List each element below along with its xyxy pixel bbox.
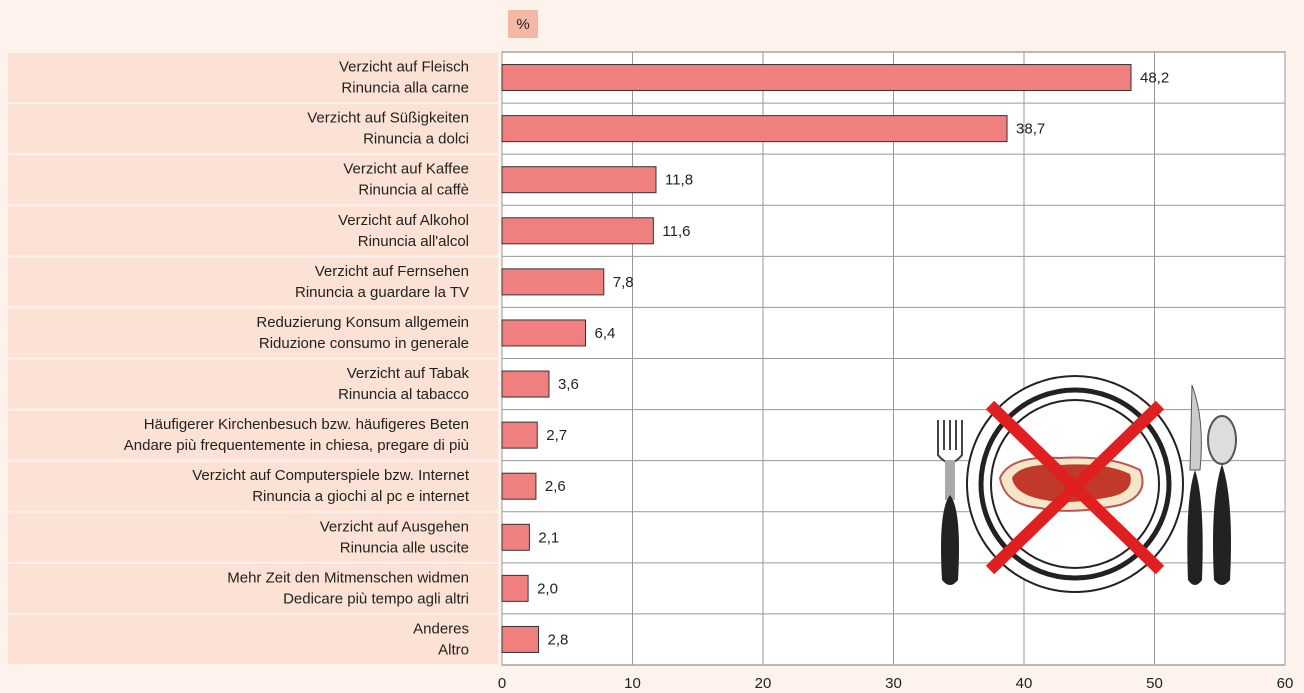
y-tick-label: Reduzierung Konsum allgemein — [256, 314, 469, 331]
y-tick-label: Verzicht auf Ausgehen — [320, 518, 469, 535]
y-tick-label: Verzicht auf Süßigkeiten — [307, 110, 469, 127]
y-tick-label: Rinuncia a guardare la TV — [295, 284, 469, 301]
value-label: 2,8 — [548, 631, 569, 648]
row-band — [8, 461, 498, 511]
y-tick-label: Mehr Zeit den Mitmenschen widmen — [227, 569, 469, 586]
value-label: 2,7 — [546, 427, 567, 444]
row-band — [8, 104, 498, 154]
bar — [501, 421, 538, 449]
x-tick-label: 20 — [755, 675, 772, 692]
bar — [501, 115, 1008, 143]
y-tick-label: Rinuncia a dolci — [363, 131, 469, 148]
x-tick-label: 0 — [498, 675, 506, 692]
y-tick-label: Anderes — [413, 620, 469, 637]
y-tick-label: Rinuncia all'alcol — [358, 233, 469, 250]
unit-box — [508, 10, 538, 38]
row-band — [8, 563, 498, 613]
row-band — [8, 257, 498, 307]
value-label: 7,8 — [613, 274, 634, 291]
y-tick-label: Rinuncia al tabacco — [338, 386, 469, 403]
row-band — [8, 614, 498, 664]
row-band — [8, 512, 498, 562]
y-tick-label: Rinuncia alla carne — [341, 80, 469, 97]
y-tick-label: Altro — [438, 641, 469, 658]
x-tick-label: 40 — [1016, 675, 1033, 692]
bar — [501, 574, 529, 602]
unit-label: % — [516, 16, 529, 33]
value-label: 2,0 — [537, 580, 558, 597]
bar — [501, 625, 540, 653]
y-tick-label: Verzicht auf Tabak — [347, 365, 470, 382]
value-label: 3,6 — [558, 376, 579, 393]
bar — [501, 166, 657, 194]
y-tick-label: Riduzione consumo in generale — [259, 335, 469, 352]
bar — [501, 472, 537, 500]
y-tick-label: Rinuncia a giochi al pc e internet — [252, 488, 470, 505]
y-tick-label: Andare più frequentemente in chiesa, pre… — [124, 437, 469, 454]
y-tick-label: Verzicht auf Fernsehen — [315, 263, 469, 280]
bar — [501, 370, 550, 398]
value-label: 2,1 — [538, 529, 559, 546]
row-band — [8, 410, 498, 460]
value-label: 6,4 — [595, 325, 616, 342]
bar — [501, 319, 587, 347]
row-band — [8, 53, 498, 103]
y-tick-label: Rinuncia alle uscite — [340, 539, 469, 556]
y-tick-label: Verzicht auf Computerspiele bzw. Interne… — [192, 467, 470, 484]
row-band — [8, 206, 498, 256]
value-label: 2,6 — [545, 478, 566, 495]
row-band — [8, 155, 498, 205]
x-tick-label: 50 — [1146, 675, 1163, 692]
plate-illustration — [937, 375, 1237, 593]
row-band — [8, 359, 498, 409]
value-label: 11,8 — [665, 172, 693, 189]
y-tick-label: Dedicare più tempo agli altri — [283, 590, 469, 607]
bar — [501, 268, 605, 296]
value-label: 38,7 — [1016, 121, 1045, 138]
bar — [501, 523, 530, 551]
y-tick-label: Häufigerer Kirchenbesuch bzw. häufigeres… — [144, 416, 469, 433]
y-tick-label: Rinuncia al caffè — [358, 182, 469, 199]
y-tick-label: Verzicht auf Kaffee — [343, 161, 469, 178]
y-tick-label: Verzicht auf Fleisch — [339, 59, 469, 76]
y-tick-label: Verzicht auf Alkohol — [338, 212, 469, 229]
x-tick-label: 30 — [885, 675, 902, 692]
bar — [501, 217, 654, 245]
value-label: 11,6 — [662, 223, 690, 240]
value-label: 48,2 — [1140, 70, 1169, 87]
x-tick-label: 60 — [1277, 675, 1294, 692]
row-band — [8, 308, 498, 358]
x-tick-label: 10 — [624, 675, 641, 692]
bar — [501, 64, 1132, 92]
